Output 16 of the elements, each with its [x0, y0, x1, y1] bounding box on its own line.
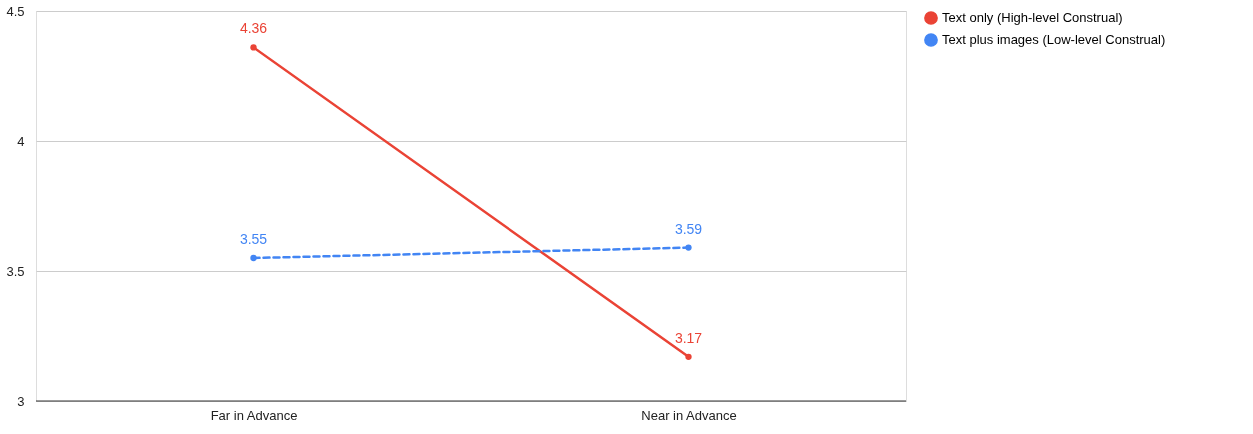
point	[250, 254, 257, 262]
y-tick-label: 3	[17, 393, 25, 409]
legend-label: Text only (High-level Construal)	[942, 10, 1123, 25]
point	[250, 44, 257, 51]
data-label: 3.17	[674, 329, 703, 346]
point	[685, 353, 692, 360]
y-tick-label: 3.5	[6, 263, 25, 279]
x-tick-label: Far in Advance	[210, 407, 298, 423]
y-tick-label: 4	[17, 133, 25, 149]
data-label: 3.59	[674, 220, 703, 237]
legend-label: Text plus images (Low-level Construal)	[942, 32, 1166, 47]
data-label: 3.55	[239, 231, 268, 247]
point	[685, 244, 692, 251]
x-tick-label: Near in Advance	[641, 407, 737, 423]
data-label: 4.36	[239, 20, 268, 37]
y-tick-label: 4.5	[6, 3, 25, 19]
